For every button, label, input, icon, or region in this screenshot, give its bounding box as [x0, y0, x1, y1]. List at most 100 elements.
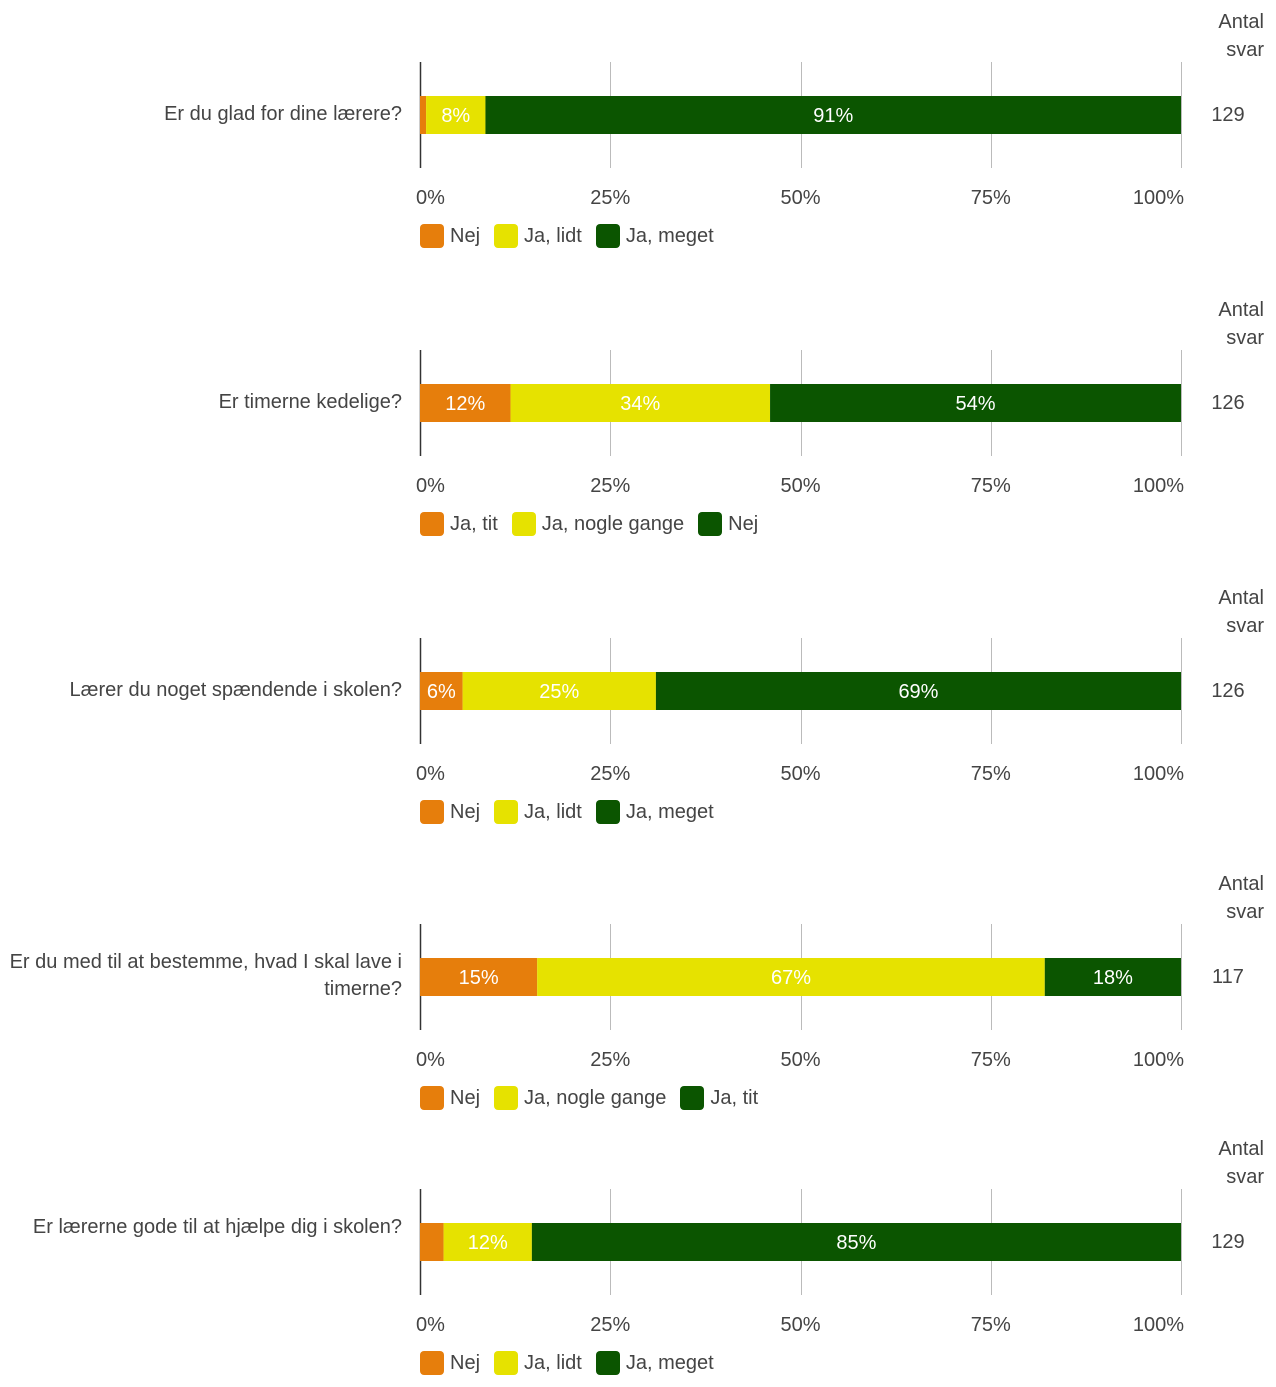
- chart-4: Er du med til at bestemme, hvad I skal l…: [0, 862, 1276, 1122]
- bar-segment: [485, 96, 1181, 134]
- bar-segment: [462, 672, 656, 710]
- question-label: Lærer du noget spændende i skolen?: [69, 678, 402, 701]
- legend-label: Ja, lidt: [524, 224, 582, 247]
- legend-item: Ja, meget: [595, 1351, 714, 1375]
- stacked-bar-plot: 8% 91% 0% 25% 50% 75% 100%: [416, 62, 1184, 209]
- legend-item: Ja, nogle gange: [494, 1086, 666, 1110]
- bar-segment: [420, 1223, 444, 1261]
- tick-label: 100%: [1133, 763, 1184, 785]
- bar-segment: [770, 384, 1181, 422]
- data-label: 85%: [836, 1232, 876, 1254]
- legend-swatch: [420, 224, 444, 248]
- question-label: Er du glad for dine lærere?: [164, 102, 402, 125]
- bar-segment: [531, 1223, 1181, 1261]
- legend-swatch: [595, 1351, 620, 1375]
- tick-label: 75%: [971, 1049, 1011, 1071]
- legend-label: Ja, meget: [625, 224, 714, 247]
- bar-segment: [420, 672, 463, 710]
- legend-label: Ja, lidt: [524, 1351, 582, 1374]
- legend-swatch: [698, 512, 723, 536]
- tick-label: 100%: [1133, 475, 1184, 497]
- legend-swatch: [420, 800, 444, 824]
- legend-label: Nej: [450, 224, 481, 247]
- legend-swatch: [595, 224, 620, 248]
- legend-swatch: [511, 512, 536, 536]
- tick-label: 25%: [590, 1049, 630, 1071]
- bar-segment: [537, 958, 1045, 996]
- legend-item: Ja, meget: [595, 224, 714, 248]
- legend-swatch: [420, 512, 444, 536]
- stacked-bar-plot: 6% 25% 69% 0% 25% 50% 75% 100%: [416, 638, 1184, 785]
- response-count: 117: [1212, 966, 1244, 988]
- legend-swatch: [595, 800, 620, 824]
- legend-item: Ja, tit: [680, 1086, 758, 1110]
- tick-label: 25%: [590, 475, 630, 497]
- legend-item: Ja, nogle gange: [511, 512, 684, 536]
- legend-label: Ja, tit: [450, 512, 498, 535]
- legend-swatch: [494, 1351, 519, 1375]
- legend-label: Nej: [450, 1086, 481, 1109]
- legend-label: Ja, lidt: [524, 800, 582, 823]
- count-header: Antal svar: [1218, 587, 1264, 637]
- tick-label: 75%: [971, 187, 1011, 209]
- tick-label: 75%: [971, 1314, 1011, 1336]
- tick-label: 50%: [780, 1314, 820, 1336]
- legend-item: Nej: [420, 1086, 480, 1110]
- legend-item: Ja, lidt: [494, 1351, 582, 1375]
- tick-label: 0%: [416, 475, 445, 497]
- tick-label: 0%: [416, 1049, 445, 1071]
- data-label: 18%: [1093, 967, 1133, 989]
- count-header: Antal svar: [1218, 873, 1264, 923]
- tick-label: 50%: [780, 475, 820, 497]
- legend-label: Nej: [450, 1351, 481, 1374]
- data-label: 12%: [468, 1232, 508, 1254]
- legend: Nej Ja, lidt Ja, meget: [420, 222, 728, 250]
- legend-item: Nej: [420, 224, 480, 248]
- chart-1: Er du glad for dine lærere? Antal svar 129 8…: [0, 0, 1276, 260]
- tick-label: 25%: [590, 1314, 630, 1336]
- bar-segment: [420, 384, 511, 422]
- bar-segment: [443, 1223, 532, 1261]
- tick-label: 50%: [780, 1049, 820, 1071]
- tick-label: 25%: [590, 187, 630, 209]
- tick-label: 0%: [416, 763, 445, 785]
- stacked-bar-plot: 12% 34% 54% 0% 25% 50% 75% 100%: [416, 350, 1184, 497]
- legend-item: Ja, meget: [595, 800, 714, 824]
- data-label: 91%: [813, 105, 853, 127]
- legend: Nej Ja, lidt Ja, meget: [420, 798, 728, 826]
- tick-label: 25%: [590, 763, 630, 785]
- legend: Ja, tit Ja, nogle gange Nej: [420, 510, 772, 538]
- count-header: Antal svar: [1218, 299, 1264, 349]
- bar-segment: [420, 958, 538, 996]
- tick-label: 100%: [1133, 1314, 1184, 1336]
- count-header: Antal svar: [1218, 1138, 1264, 1188]
- response-count: 129: [1211, 104, 1245, 126]
- legend-label: Ja, meget: [625, 800, 714, 823]
- legend: Nej Ja, lidt Ja, meget: [420, 1349, 728, 1377]
- data-label: 34%: [620, 393, 660, 415]
- tick-label: 75%: [971, 475, 1011, 497]
- data-label: 25%: [539, 681, 579, 703]
- legend-swatch: [420, 1086, 444, 1110]
- tick-label: 50%: [780, 763, 820, 785]
- legend-swatch: [494, 800, 519, 824]
- data-label: 15%: [459, 967, 499, 989]
- bar-segment: [510, 384, 771, 422]
- legend-label: Ja, nogle gange: [524, 1086, 667, 1109]
- question-label: Er lærerne gode til at hjælpe dig i skol…: [32, 1216, 402, 1238]
- bar-segment: [420, 96, 427, 134]
- legend-item: Nej: [420, 800, 480, 824]
- chart-2: Er timerne kedelige? Antal svar 126 12% 34% 54…: [0, 288, 1276, 548]
- question-label: Er timerne kedelige?: [218, 390, 402, 413]
- chart-5: Er lærerne gode til at hjælpe dig i skol…: [0, 1127, 1276, 1387]
- tick-label: 75%: [971, 763, 1011, 785]
- data-label: 54%: [956, 393, 996, 415]
- legend-label: Nej: [728, 512, 759, 535]
- legend-item: Nej: [698, 512, 758, 536]
- data-label: 12%: [445, 393, 485, 415]
- legend-swatch: [494, 1086, 519, 1110]
- response-count: 126: [1211, 680, 1245, 702]
- bar-segment: [426, 96, 486, 134]
- legend-item: Ja, lidt: [494, 224, 582, 248]
- tick-label: 100%: [1133, 1049, 1184, 1071]
